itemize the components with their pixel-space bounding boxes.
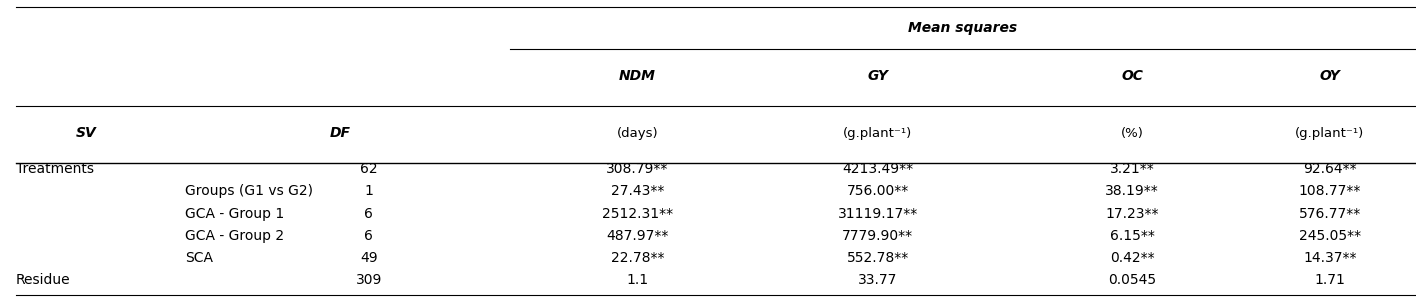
Text: 3.21**: 3.21** [1110, 162, 1154, 176]
Text: SV: SV [76, 126, 96, 140]
Text: (g.plant⁻¹): (g.plant⁻¹) [843, 127, 912, 140]
Text: 309: 309 [355, 274, 382, 288]
Text: Groups (G1 vs G2): Groups (G1 vs G2) [185, 184, 313, 198]
Text: 14.37**: 14.37** [1303, 251, 1357, 265]
Text: 38.19**: 38.19** [1104, 184, 1158, 198]
Text: Residue: Residue [16, 274, 71, 288]
Text: 31119.17**: 31119.17** [837, 207, 918, 220]
Text: 308.79**: 308.79** [606, 162, 668, 176]
Text: GCA - Group 1: GCA - Group 1 [185, 207, 285, 220]
Text: SCA: SCA [185, 251, 212, 265]
Text: 49: 49 [360, 251, 378, 265]
Text: 6.15**: 6.15** [1110, 229, 1154, 243]
Text: 576.77**: 576.77** [1298, 207, 1361, 220]
Text: GCA - Group 2: GCA - Group 2 [185, 229, 285, 243]
Text: 245.05**: 245.05** [1298, 229, 1361, 243]
Text: 17.23**: 17.23** [1106, 207, 1158, 220]
Text: (g.plant⁻¹): (g.plant⁻¹) [1296, 127, 1365, 140]
Text: NDM: NDM [619, 69, 656, 83]
Text: OC: OC [1121, 69, 1143, 83]
Text: 487.97**: 487.97** [606, 229, 668, 243]
Text: 33.77: 33.77 [858, 274, 898, 288]
Text: (days): (days) [616, 127, 658, 140]
Text: OY: OY [1320, 69, 1340, 83]
Text: 6: 6 [364, 229, 374, 243]
Text: DF: DF [330, 126, 351, 140]
Text: 0.0545: 0.0545 [1107, 274, 1155, 288]
Text: GY: GY [867, 69, 888, 83]
Text: 1.1: 1.1 [626, 274, 649, 288]
Text: 2512.31**: 2512.31** [602, 207, 673, 220]
Text: Treatments: Treatments [16, 162, 93, 176]
Text: 1.71: 1.71 [1314, 274, 1345, 288]
Text: 62: 62 [360, 162, 378, 176]
Text: (%): (%) [1120, 127, 1143, 140]
Text: 27.43**: 27.43** [610, 184, 664, 198]
Text: 92.64**: 92.64** [1303, 162, 1357, 176]
Text: 6: 6 [364, 207, 374, 220]
Text: 108.77**: 108.77** [1298, 184, 1361, 198]
Text: 756.00**: 756.00** [847, 184, 909, 198]
Text: 22.78**: 22.78** [610, 251, 664, 265]
Text: 1: 1 [364, 184, 374, 198]
Text: 0.42**: 0.42** [1110, 251, 1154, 265]
Text: 4213.49**: 4213.49** [843, 162, 913, 176]
Text: Mean squares: Mean squares [908, 21, 1017, 35]
Text: 552.78**: 552.78** [847, 251, 909, 265]
Text: 7779.90**: 7779.90** [843, 229, 913, 243]
